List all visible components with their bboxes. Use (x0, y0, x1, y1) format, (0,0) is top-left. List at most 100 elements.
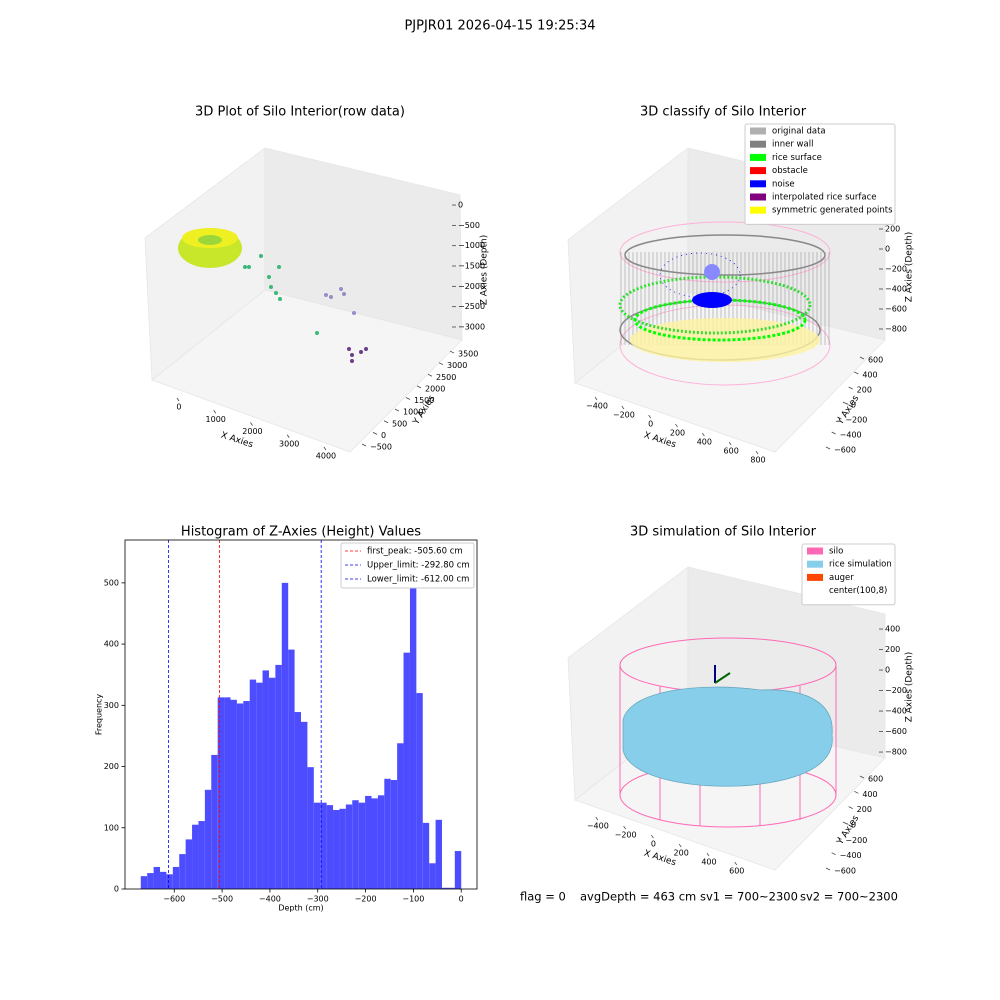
legend-label: auger (829, 573, 854, 583)
legend-swatch (750, 127, 766, 135)
x-tick (651, 834, 654, 839)
x-tick-label: 2000 (242, 427, 262, 436)
status-text: sv1 = 700~2300 (700, 890, 798, 904)
y-tick-label: 300 (104, 701, 119, 710)
bar (262, 670, 269, 889)
bar (352, 800, 359, 889)
x-tick-label: 400 (697, 438, 712, 447)
x-tick-label: −600 (163, 895, 185, 904)
x-tick-label: 400 (701, 858, 716, 867)
figure-title: PJPJR01 2026-04-15 19:25:34 (404, 19, 595, 34)
x-tick (213, 410, 217, 414)
bar (307, 767, 314, 889)
bar (416, 693, 423, 889)
bar (179, 854, 186, 889)
x-tick (734, 861, 738, 866)
z-tick-label: −200 (885, 265, 907, 274)
z-tick-label: 0 (885, 245, 890, 254)
bar (377, 795, 385, 889)
legend-swatch (750, 153, 766, 161)
legend-swatch (750, 140, 766, 148)
legend-swatch (807, 547, 823, 555)
x-tick-label: 200 (670, 429, 685, 438)
y-tick (831, 431, 836, 435)
x-tick-label: −200 (355, 895, 377, 904)
bar (384, 778, 391, 889)
legend-label: noise (772, 179, 795, 189)
y-tick-label: 3000 (447, 361, 467, 370)
y-axis-label: Frequency (95, 694, 104, 736)
legend-swatch (750, 180, 766, 188)
x-tick-label: 200 (674, 849, 689, 858)
panes (567, 566, 886, 871)
bar (313, 802, 321, 889)
y-tick-label: −200 (845, 836, 867, 845)
x-tick-label: 0 (176, 403, 181, 412)
y-tick-label: −600 (834, 867, 856, 876)
legend-box (744, 123, 896, 225)
x-tick-label: 1000 (206, 415, 226, 424)
bar (435, 819, 442, 889)
bar (243, 701, 250, 889)
y-tick-label: −200 (845, 416, 867, 425)
bar (339, 808, 346, 889)
bar (301, 721, 308, 889)
y-tick-label: −500 (370, 443, 392, 452)
legend-swatch (807, 573, 823, 581)
legend-swatch (750, 193, 766, 201)
bar (454, 851, 462, 889)
bar (320, 802, 327, 889)
z-tick-label: −600 (885, 727, 907, 736)
y-tick-label: 3500 (458, 350, 478, 359)
x-tick-label: 600 (729, 867, 744, 876)
bar (326, 805, 334, 889)
legend-box (340, 542, 475, 589)
bar (422, 822, 430, 889)
bar (211, 754, 218, 889)
x-tick-label: 0 (651, 840, 656, 849)
x-tick (595, 816, 599, 821)
y-tick-label: 200 (857, 805, 872, 814)
bar (160, 871, 167, 889)
y-tick-label: 600 (868, 774, 883, 783)
x-tick-label: 800 (750, 456, 765, 465)
x-tick-label: −500 (211, 895, 233, 904)
status-text: sv2 = 700~2300 (800, 890, 898, 904)
y-tick (837, 836, 842, 840)
y-tick-label: 0 (851, 821, 856, 830)
y-tick-label: 600 (868, 356, 883, 365)
y-tick (405, 397, 411, 400)
y-tick (842, 401, 848, 405)
z-tick-label: −1000 (458, 241, 485, 250)
z-tick-label: −600 (885, 305, 907, 314)
panel-title: 3D Plot of Silo Interior(row data) (195, 105, 405, 120)
bar (281, 582, 289, 889)
x-tick-label: 600 (724, 447, 739, 456)
y-tick (427, 373, 433, 377)
x-tick-label: −200 (613, 411, 635, 420)
z-tick-label: 400 (885, 625, 900, 634)
legend-label: Upper_limit: -292.80 cm (367, 561, 470, 571)
bar (230, 699, 237, 889)
legend-label: inner wall (772, 140, 813, 150)
legend-label: first_peak: -505.60 cm (367, 547, 463, 557)
y-tick (842, 821, 848, 825)
legend-label: interpolated rice surface (772, 193, 877, 203)
bar (147, 873, 154, 889)
y-tick-label: −600 (834, 446, 856, 455)
y-tick-label: 1000 (403, 408, 423, 417)
x-tick (323, 446, 327, 451)
y-tick (372, 432, 378, 435)
x-tick (706, 852, 710, 857)
z-tick-label: 0 (458, 201, 463, 210)
bar (397, 743, 404, 889)
y-tick-label: −400 (840, 431, 862, 440)
z-tick-label: 0 (885, 666, 890, 675)
x-tick-label: 4000 (316, 452, 336, 461)
bar (217, 697, 225, 889)
legend-swatch (807, 560, 823, 568)
status-text: avgDepth = 463 cm (580, 890, 696, 904)
z-tick-label: −2000 (458, 282, 485, 291)
y-tick-label: 200 (104, 762, 119, 771)
y-tick (831, 852, 836, 856)
